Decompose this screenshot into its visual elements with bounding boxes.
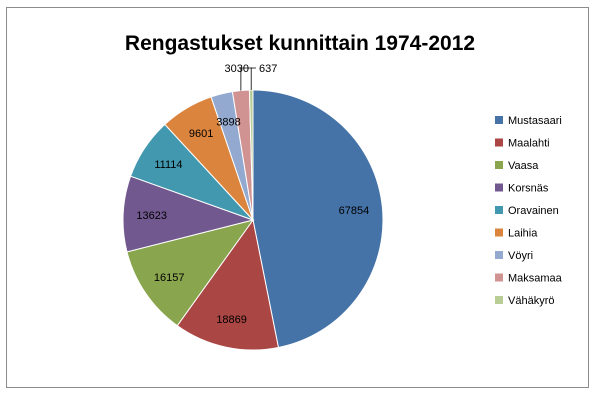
legend-label-mustasaari: Mustasaari xyxy=(508,115,562,127)
legend-label-oravainen: Oravainen xyxy=(508,205,559,217)
chart-title: Rengastukset kunnittain 1974-2012 xyxy=(125,32,475,55)
legend-swatch-mustasaari xyxy=(495,116,503,124)
data-label-maksamaa: 3030 xyxy=(225,63,249,75)
data-label-maalahti: 18869 xyxy=(216,314,247,326)
data-label-korsnas: 13623 xyxy=(136,210,167,222)
legend-swatch-oravainen xyxy=(495,206,503,214)
legend-swatch-vahakyro xyxy=(495,296,503,304)
pie-slice-korsnas xyxy=(122,175,255,253)
legend-swatch-maksamaa xyxy=(495,273,503,282)
legend: Mustasaari Maalahti Vaasa Korsnäs Oravainen L… xyxy=(495,115,563,307)
legend-swatch-vaasa xyxy=(495,161,503,169)
leader-line-maksamaa xyxy=(240,67,252,91)
legend-label-vaasa: Vaasa xyxy=(508,160,539,172)
legend-label-korsnas: Korsnäs xyxy=(508,183,549,195)
legend-label-maksamaa: Maksamaa xyxy=(508,273,563,285)
legend-swatch-voyri xyxy=(495,251,503,259)
data-label-mustasaari: 67854 xyxy=(339,205,370,217)
pie-slice-vahakyro xyxy=(248,89,254,221)
pie-slice-maalahti xyxy=(176,218,280,351)
legend-swatch-korsnas xyxy=(495,183,503,192)
legend-label-laihia: Laihia xyxy=(508,228,538,240)
leader-line-vahakyro xyxy=(250,67,256,91)
data-label-laihia: 9601 xyxy=(189,128,213,140)
legend-label-voyri: Vöyri xyxy=(508,250,533,262)
legend-swatch-maalahti xyxy=(495,138,503,147)
data-label-vahakyro: 637 xyxy=(259,63,277,75)
pie-slice-mustasaari xyxy=(252,89,384,349)
legend-label-vahakyro: Vähäkyrö xyxy=(508,295,554,307)
data-label-vaasa: 16157 xyxy=(154,272,185,284)
data-label-voyri: 3898 xyxy=(216,117,240,129)
pie-slices xyxy=(122,89,384,351)
leader-lines xyxy=(240,67,256,91)
legend-label-maalahti: Maalahti xyxy=(508,138,550,150)
legend-swatch-laihia xyxy=(495,228,503,237)
data-label-oravainen: 11114 xyxy=(154,159,182,171)
pie-slice-vaasa xyxy=(126,219,255,327)
